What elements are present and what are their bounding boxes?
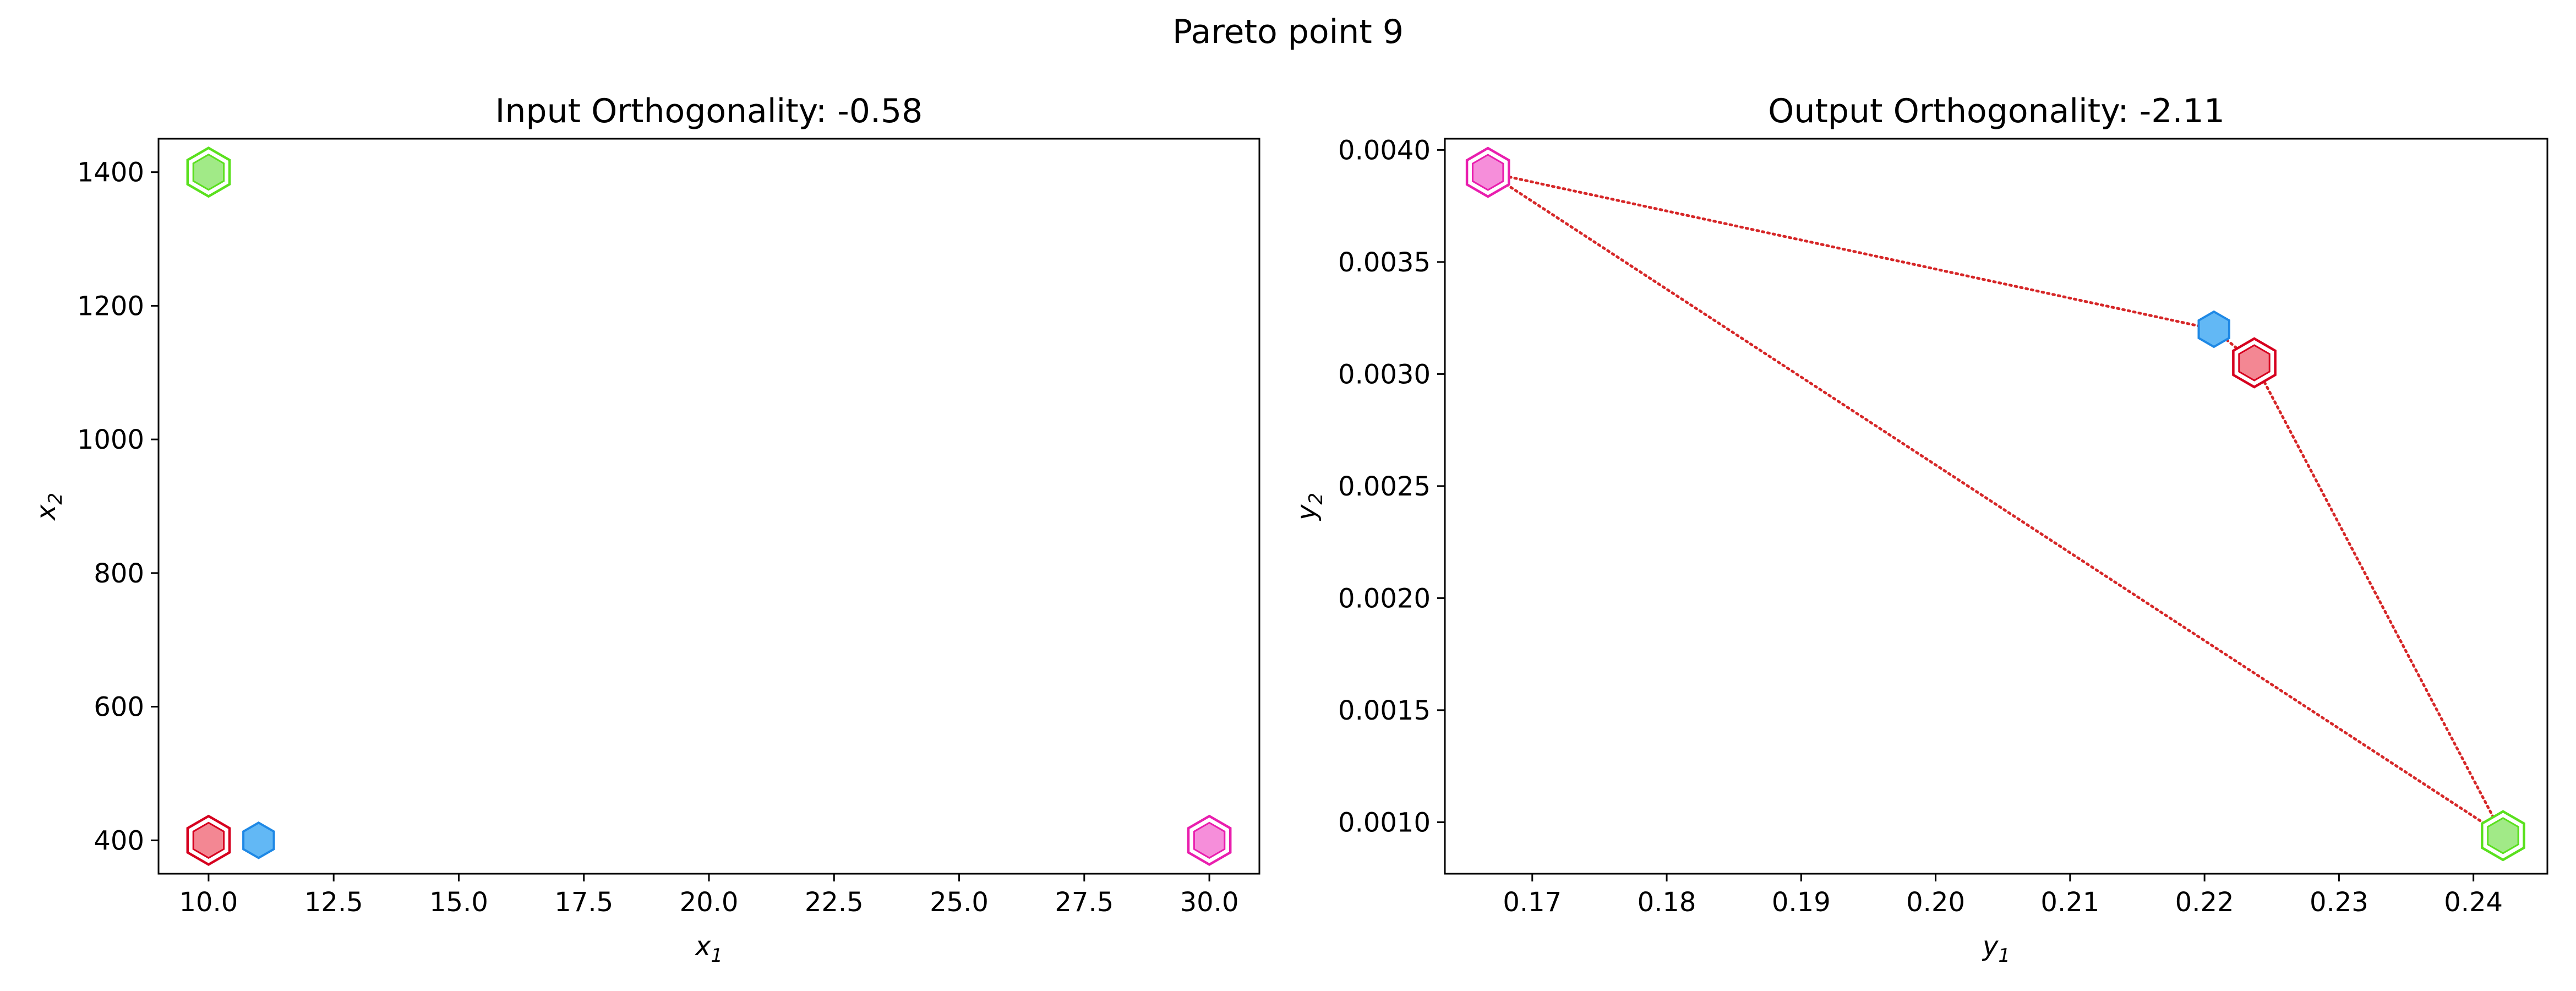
- data-point: [2481, 810, 2525, 862]
- x-tick-label: 0.19: [1772, 887, 1831, 918]
- x-tick-label: 0.18: [1638, 887, 1696, 918]
- x-axis-label-output: y1: [1982, 931, 2010, 967]
- y-tick-label: 1400: [77, 157, 144, 188]
- y-tick-label: 0.0040: [1338, 135, 1431, 166]
- connector-line: [1486, 171, 2504, 837]
- y-tick-label: 0.0025: [1338, 471, 1431, 502]
- data-point: [1465, 146, 1510, 198]
- y-tick-label: 600: [94, 692, 144, 723]
- y-axis-label-input: x2: [31, 493, 67, 521]
- x-tick-label: 15.0: [429, 887, 488, 918]
- input-orthogonality-panel: Input Orthogonality: -0.58 10.0 12.5 15.0 1…: [31, 92, 1260, 967]
- x-tick-label: 20.0: [680, 887, 739, 918]
- data-point: [186, 814, 231, 866]
- y-tick-label: 0.0010: [1338, 807, 1431, 838]
- y-tick-label: 1000: [77, 424, 144, 455]
- y-tick-label: 0.0020: [1338, 583, 1431, 614]
- panel-title-output: Output Orthogonality: -2.11: [1768, 92, 2225, 130]
- y-tick-label: 0.0015: [1338, 695, 1431, 726]
- x-tick-label: 22.5: [805, 887, 864, 918]
- y-axis-label-output: y2: [1291, 493, 1327, 521]
- connector-line: [2252, 361, 2504, 837]
- x-tick-label: 10.0: [179, 887, 238, 918]
- data-point: [1187, 814, 1232, 866]
- data-point: [242, 821, 275, 859]
- figure-title: Pareto point 9: [1172, 13, 1404, 51]
- y-tick-label: 0.0030: [1338, 359, 1431, 390]
- x-tick-label: 0.22: [2175, 887, 2234, 918]
- y-tick-label: 1200: [77, 291, 144, 322]
- plot-frame-input: [157, 138, 1260, 875]
- y-tick-label: 400: [94, 825, 144, 856]
- x-tick-label: 17.5: [554, 887, 613, 918]
- x-tick-label: 12.5: [304, 887, 363, 918]
- y-tick-label: 0.0035: [1338, 247, 1431, 278]
- x-tick-label: 0.23: [2310, 887, 2368, 918]
- x-tick-label: 0.20: [1906, 887, 1965, 918]
- panel-title-input: Input Orthogonality: -0.58: [495, 92, 923, 130]
- x-tick-label: 27.5: [1055, 887, 1114, 918]
- x-axis-label-input: x1: [694, 931, 723, 967]
- x-tick-label: 25.0: [930, 887, 989, 918]
- output-orthogonality-panel: Output Orthogonality: -2.11 0.17 0.18 0.19…: [1291, 92, 2548, 967]
- data-point: [2197, 310, 2230, 349]
- x-tick-label: 0.17: [1503, 887, 1562, 918]
- plot-frame-output: [1444, 138, 2548, 875]
- x-tick-label: 0.24: [2444, 887, 2503, 918]
- data-point: [186, 146, 231, 198]
- x-tick-label: 0.21: [2040, 887, 2099, 918]
- connector-line: [1486, 171, 2215, 331]
- data-point: [2232, 337, 2277, 389]
- x-tick-label: 30.0: [1180, 887, 1239, 918]
- y-tick-label: 800: [94, 558, 144, 589]
